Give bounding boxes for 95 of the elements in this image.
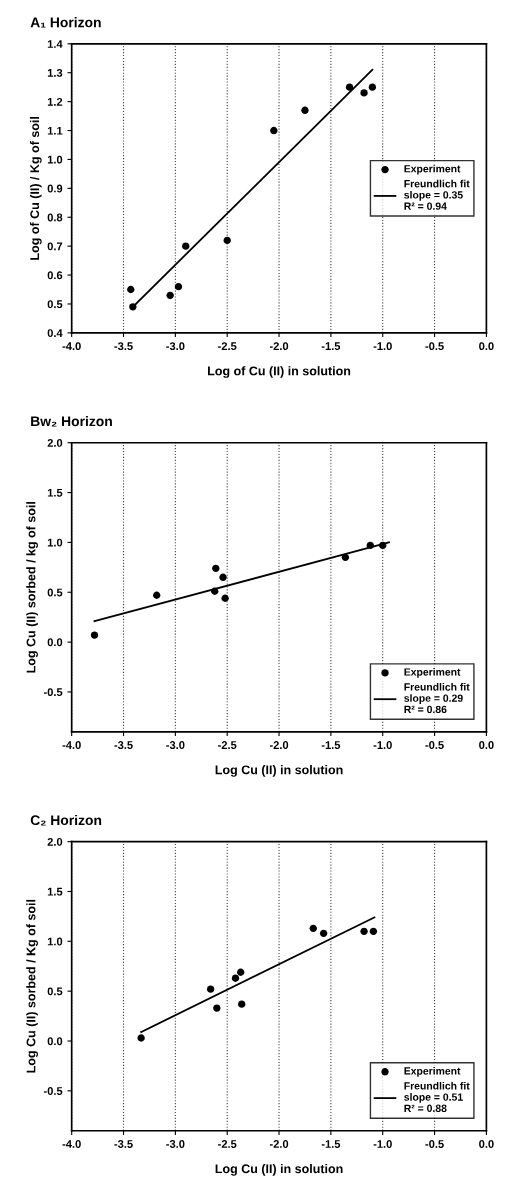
y-tick-label: 0.5 bbox=[47, 588, 63, 597]
x-tick-label: -0.5 bbox=[425, 741, 444, 749]
y-tick-label: 1.2 bbox=[47, 97, 63, 106]
y-tick-label: 0.6 bbox=[47, 271, 63, 280]
x-axis-title: Log of Cu (II) in solution bbox=[208, 366, 351, 378]
point bbox=[90, 631, 99, 639]
x-tick-label: -3.0 bbox=[166, 741, 185, 750]
point bbox=[129, 303, 137, 311]
x-tick-label: 0.0 bbox=[479, 1140, 494, 1148]
y-axis-title: Log Cu (II) sorbed / Kg of soil bbox=[26, 899, 38, 1073]
y-tick-label: 1.5 bbox=[47, 488, 63, 497]
y-tick-label: 1.5 bbox=[47, 887, 63, 896]
y-axis-title: Log of Cu (II) / Kg of soil bbox=[29, 117, 42, 260]
point bbox=[212, 564, 220, 572]
chart-title: Bw₂ Horizon bbox=[31, 416, 112, 427]
point bbox=[221, 594, 229, 602]
x-tick-label: -1.0 bbox=[373, 342, 392, 351]
y-tick-label: 1.0 bbox=[47, 538, 63, 547]
x-tick-label: -4.0 bbox=[62, 342, 81, 351]
x-tick-label: -2.0 bbox=[269, 741, 289, 749]
y-tick-label: 0.8 bbox=[47, 213, 63, 222]
y-tick-label: 0.5 bbox=[47, 300, 63, 309]
x-tick-label: -3.0 bbox=[166, 342, 185, 351]
point bbox=[369, 927, 378, 936]
point bbox=[360, 927, 368, 936]
point bbox=[360, 89, 368, 97]
x-tick-label: -2.5 bbox=[218, 342, 237, 351]
point bbox=[309, 924, 317, 933]
y-tick-label: 0.5 bbox=[47, 987, 63, 996]
x-tick-label: -0.5 bbox=[425, 1140, 444, 1148]
legend-label: Experiment bbox=[404, 668, 461, 678]
chart-title: A₁ Horizon bbox=[30, 17, 101, 28]
legend-label: Freundlich fit slope = 0.35 R² = 0.94 bbox=[404, 179, 470, 210]
point bbox=[153, 591, 161, 599]
point bbox=[238, 1000, 246, 1008]
point bbox=[166, 291, 174, 299]
y-tick-label: 2.0 bbox=[47, 837, 63, 846]
y-tick-label: 2.0 bbox=[47, 439, 63, 447]
x-tick-label: -3.0 bbox=[166, 1140, 185, 1148]
point bbox=[206, 985, 215, 993]
x-tick-label: -3.5 bbox=[114, 1140, 133, 1148]
x-tick-label: -4.0 bbox=[62, 741, 81, 749]
legend-label: Freundlich fit slope = 0.29 R² = 0.86 bbox=[404, 682, 470, 714]
point bbox=[182, 242, 190, 250]
x-tick-label: -1.5 bbox=[321, 741, 341, 749]
point bbox=[379, 541, 387, 550]
x-tick-label: -2.5 bbox=[218, 1140, 237, 1148]
point bbox=[366, 541, 374, 550]
x-tick-label: -2.0 bbox=[269, 342, 289, 351]
point bbox=[174, 282, 183, 291]
y-tick-label: 1.4 bbox=[47, 40, 63, 48]
chart-title: C₂ Horizon bbox=[30, 814, 102, 826]
legend-label: Freundlich fit slope = 0.51 R² = 0.88 bbox=[404, 1081, 470, 1112]
x-axis-title: Log Cu (II) in solution bbox=[215, 1163, 343, 1176]
y-tick-label: 0.4 bbox=[47, 329, 63, 338]
point bbox=[301, 106, 309, 114]
y-tick-label: 0.7 bbox=[47, 242, 63, 251]
point bbox=[213, 1004, 221, 1012]
y-tick-label: 0.0 bbox=[47, 638, 63, 647]
point bbox=[345, 83, 354, 91]
point bbox=[223, 236, 231, 245]
x-tick-label: 0.0 bbox=[479, 741, 494, 749]
y-tick-label: 1.0 bbox=[47, 937, 63, 946]
x-tick-label: -2.5 bbox=[218, 741, 237, 749]
y-tick-label: 1.1 bbox=[47, 126, 63, 135]
y-axis-title: Log Cu (II) sorbed / kg of soil bbox=[26, 502, 38, 673]
y-tick-label: -0.5 bbox=[43, 1087, 63, 1095]
point bbox=[341, 553, 350, 562]
point bbox=[127, 285, 135, 294]
x-tick-label: -2.0 bbox=[269, 1140, 289, 1148]
x-tick-label: -1.0 bbox=[373, 741, 392, 749]
x-tick-label: -1.5 bbox=[321, 1140, 341, 1148]
x-tick-label: -0.5 bbox=[425, 342, 444, 351]
point bbox=[211, 587, 219, 595]
point bbox=[270, 126, 278, 135]
y-tick-label: -0.5 bbox=[43, 688, 63, 697]
x-axis-title: Log Cu (II) in solution bbox=[215, 765, 343, 777]
y-tick-label: 0.0 bbox=[47, 1037, 63, 1046]
point bbox=[219, 573, 227, 581]
x-tick-label: -1.0 bbox=[373, 1140, 392, 1148]
x-tick-label: -3.5 bbox=[114, 741, 133, 750]
point bbox=[231, 974, 240, 982]
x-tick-label: 0.0 bbox=[479, 342, 494, 351]
point bbox=[137, 1034, 145, 1042]
legend-label: Experiment bbox=[404, 164, 461, 175]
y-tick-label: 1.3 bbox=[47, 68, 63, 77]
x-tick-label: -3.5 bbox=[114, 342, 133, 351]
y-tick-label: 1.0 bbox=[47, 155, 63, 164]
point bbox=[237, 968, 245, 976]
legend-label: Experiment bbox=[404, 1066, 461, 1077]
point bbox=[368, 83, 377, 91]
x-tick-label: -1.5 bbox=[321, 342, 341, 351]
point bbox=[319, 929, 328, 938]
y-tick-label: 0.9 bbox=[47, 184, 63, 193]
x-tick-label: -4.0 bbox=[62, 1140, 81, 1148]
